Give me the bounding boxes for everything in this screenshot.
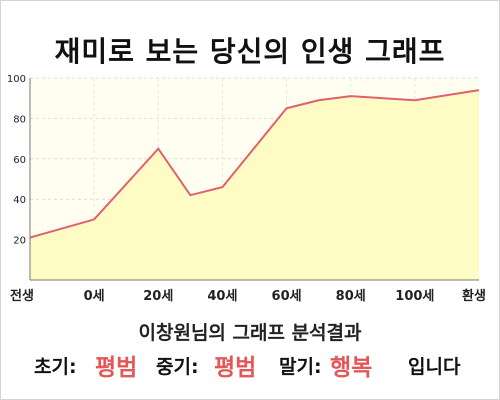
early-value: 평범 <box>95 355 138 381</box>
result-line: 초기: 평범 중기: 평범 말기: 행복 입니다 <box>0 346 500 381</box>
late-value: 행복 <box>330 355 373 381</box>
y-tick-labels: 20 40 60 80 100 <box>7 74 26 247</box>
y-tick-label: 60 <box>13 155 26 166</box>
ending-text: 입니다 <box>408 356 461 378</box>
area-fill <box>30 90 479 281</box>
x-tick-label: 60세 <box>272 289 302 304</box>
life-graph-chart: 20 40 60 80 100 전생 0세 20세 40세 60세 80세 100세 환생 <box>7 74 486 304</box>
late-label: 말기: <box>279 356 322 378</box>
page-title: 재미로 보는 당신의 인생 그래프 <box>54 35 446 68</box>
series-line <box>29 89 480 239</box>
y-tick-label: 20 <box>13 236 26 247</box>
x-tick-label: 환생 <box>462 288 486 304</box>
mid-value: 평범 <box>214 355 257 381</box>
x-tick-label: 80세 <box>336 289 366 304</box>
x-tick-label: 전생 <box>10 288 34 304</box>
x-tick-label: 0세 <box>84 289 105 304</box>
mid-label: 중기: <box>156 356 199 378</box>
x-tick-label: 20세 <box>143 289 173 304</box>
y-tick-label: 40 <box>13 195 26 206</box>
early-label: 초기: <box>34 356 77 378</box>
y-tick-label: 100 <box>7 74 26 85</box>
x-tick-label: 40세 <box>207 289 237 304</box>
x-tick-label: 100세 <box>395 289 434 304</box>
x-tick-labels: 전생 0세 20세 40세 60세 80세 100세 환생 <box>10 288 486 304</box>
y-tick-label: 80 <box>13 114 26 125</box>
result-heading: 이창원님의 그래프 분석결과 <box>138 322 362 344</box>
